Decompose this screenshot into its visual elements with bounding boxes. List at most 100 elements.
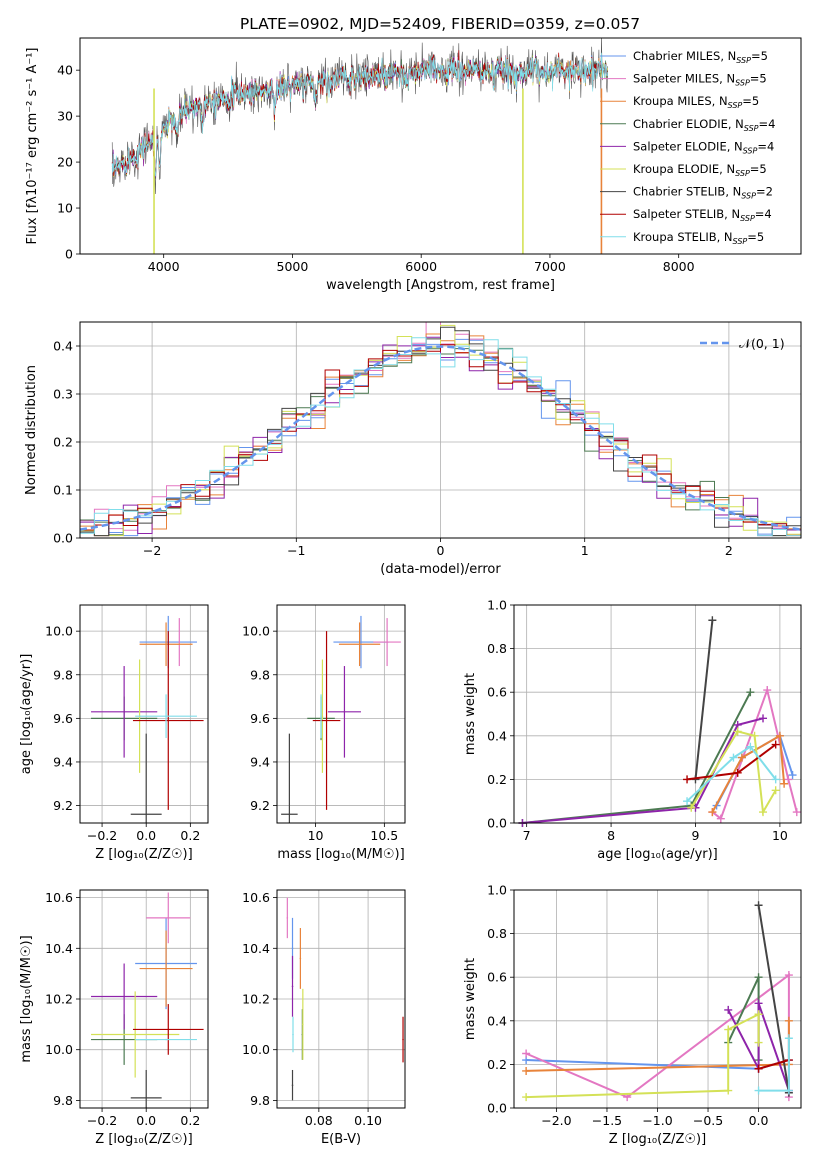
weight_vs_age-xtick-label: 8 — [607, 828, 615, 843]
weight_vs_age-ytick-label: 0.6 — [487, 685, 507, 700]
weight_vs_Z-marker — [724, 1025, 733, 1034]
weight_vs_Z-marker — [754, 1038, 763, 1047]
mass_vs_ebv-point — [302, 1023, 304, 1026]
legend-sub: SSP — [741, 192, 756, 201]
age_vs_mass-ytick-label: 9.2 — [250, 798, 270, 813]
weight_vs_age-xtick-label: 7 — [523, 828, 531, 843]
weight_vs_Z-frame — [513, 889, 802, 1109]
weight_vs_age-ytick-label: 0.2 — [487, 772, 507, 787]
spectrum-ytick-label: 30 — [57, 109, 73, 124]
weight_vs_Z-marker — [784, 1016, 793, 1025]
weight_vs_Z-xlabel: Z [log₁₀(Z/Z☉)] — [609, 1132, 706, 1147]
age_vs_Z-ytick-label: 9.4 — [53, 754, 73, 769]
legend-label: Kroupa STELIB, NSSP=5 — [633, 230, 764, 246]
mass_vs_Z-xtick-label: 0.2 — [180, 1113, 200, 1128]
legend-sub: SSP — [735, 169, 750, 178]
weight_vs_Z-ytick-label: 1.0 — [487, 883, 507, 898]
legend-label: Salpeter ELODIE, NSSP=4 — [633, 139, 774, 155]
mass_vs_ebv-point — [286, 917, 289, 919]
weight_vs_age-marker — [733, 727, 742, 736]
spectrum-xtick-label: 5000 — [277, 259, 309, 274]
legend-n: =4 — [759, 117, 776, 131]
mass_vs_ebv-point — [299, 957, 302, 960]
weight_vs_age-marker — [759, 808, 768, 817]
residuals-xtick-label: −1 — [287, 543, 305, 558]
spectrum-xtick-label: 7000 — [534, 259, 566, 274]
weight_vs_Z-xtick-label: 0.0 — [749, 1113, 769, 1128]
spectrum-ytick-label: 20 — [57, 155, 73, 170]
mass_vs_ebv-xtick-label: 0.10 — [354, 1113, 382, 1128]
legend-n: =4 — [757, 139, 774, 153]
residuals-ytick-label: 0.4 — [53, 339, 73, 354]
age_vs_Z-point — [123, 711, 125, 713]
legend-label: Kroupa MILES, NSSP=5 — [633, 94, 759, 110]
age_vs_Z-point — [165, 643, 167, 646]
normal-curve — [79, 345, 802, 531]
mass_vs_Z-point — [123, 1038, 125, 1041]
residual-histogram — [80, 326, 801, 537]
normal-legend-label: 𝒩(0, 1) — [739, 336, 785, 351]
legend-label: Chabrier MILES, NSSP=5 — [633, 49, 768, 65]
spectrum-xtick-label: 4000 — [148, 259, 180, 274]
weight_vs_Z-marker — [522, 1093, 531, 1102]
residuals-xtick-label: 0 — [437, 543, 445, 558]
age_vs_mass-point — [325, 719, 328, 722]
spectrum-ytick-label: 0 — [65, 247, 73, 262]
age_vs_mass-point — [321, 715, 324, 717]
mass_vs_Z-ytick-label: 10.4 — [45, 941, 73, 956]
mass_vs_Z-point — [165, 1038, 167, 1041]
mass_vs_Z-ylabel: mass [log₁₀(M/M☉)] — [19, 935, 34, 1062]
age_vs_mass-frame — [276, 604, 406, 824]
weight_vs_age-marker — [780, 779, 789, 788]
age_vs_mass-ytick-label: 9.8 — [250, 667, 270, 682]
weight_vs_age-marker — [771, 775, 780, 784]
weight_vs_age-frame — [513, 604, 802, 824]
age_vs_mass-point — [358, 643, 361, 646]
age_vs_mass-xlabel: mass [log₁₀(M/M☉)] — [277, 847, 404, 862]
weight_vs_age-marker — [729, 753, 738, 762]
weight_vs_age-marker — [775, 731, 784, 740]
weight_vs_Z-ytick-label: 0.2 — [487, 1057, 507, 1072]
age_vs_Z-point — [178, 641, 181, 643]
age_vs_mass-ytick-label: 10.0 — [242, 624, 270, 639]
weight_vs_age-series-line — [711, 686, 798, 821]
legend-n: =5 — [750, 162, 767, 176]
residual-histogram — [80, 337, 801, 537]
weight_vs_age-ytick-label: 0.8 — [487, 641, 507, 656]
weight_vs_age-marker — [759, 714, 768, 723]
age_vs_Z-xtick-label: −0.2 — [87, 828, 117, 843]
legend-n: =4 — [755, 207, 772, 221]
weight_vs_age-marker — [683, 797, 692, 806]
weight_vs_age-marker — [683, 775, 692, 784]
weight_vs_Z-marker — [724, 1005, 733, 1014]
legend-sub: SSP — [735, 79, 750, 88]
weight_vs_Z-marker — [724, 1086, 733, 1095]
age_vs_Z-ylabel: age [log₁₀(age/yr)] — [19, 654, 34, 775]
weight_vs_age-marker — [716, 814, 725, 823]
spectrum-xtick-label: 6000 — [405, 259, 437, 274]
age_vs_Z-frame — [79, 604, 209, 824]
mass_vs_ebv-point — [402, 1038, 404, 1041]
weight_vs_Z-ytick-label: 0.4 — [487, 1013, 507, 1028]
age_vs_mass-point — [288, 813, 291, 816]
weight_vs_age-marker — [708, 616, 717, 625]
age_vs_mass-xtick-label: 10 — [308, 828, 324, 843]
legend-n: =5 — [747, 230, 764, 244]
weight_vs_age-marker — [737, 753, 746, 762]
spectrum-xlabel: wavelength [Angstrom, rest frame] — [326, 278, 555, 293]
mass_vs_Z-xlabel: Z [log₁₀(Z/Z☉)] — [95, 1132, 192, 1147]
age_vs_Z-point — [145, 813, 148, 816]
mass_vs_Z-xtick-label: 0.0 — [136, 1113, 156, 1128]
weight_vs_age-marker — [746, 688, 755, 697]
weight_vs_age-ytick-label: 1.0 — [487, 598, 507, 613]
age_vs_mass-point — [343, 711, 346, 713]
legend-sub: SSP — [743, 146, 758, 155]
legend-label: Salpeter MILES, NSSP=5 — [633, 72, 767, 88]
weight_vs_age-marker — [763, 686, 772, 695]
weight_vs_Z-marker — [754, 1010, 763, 1019]
mass_vs_Z-point — [145, 1097, 148, 1099]
weight_vs_age-ylabel: mass weight — [463, 673, 478, 755]
residuals-xlabel: (data-model)/error — [380, 562, 501, 577]
weight_vs_age-marker — [792, 808, 801, 817]
mass_vs_Z-ytick-label: 9.8 — [53, 1093, 73, 1108]
